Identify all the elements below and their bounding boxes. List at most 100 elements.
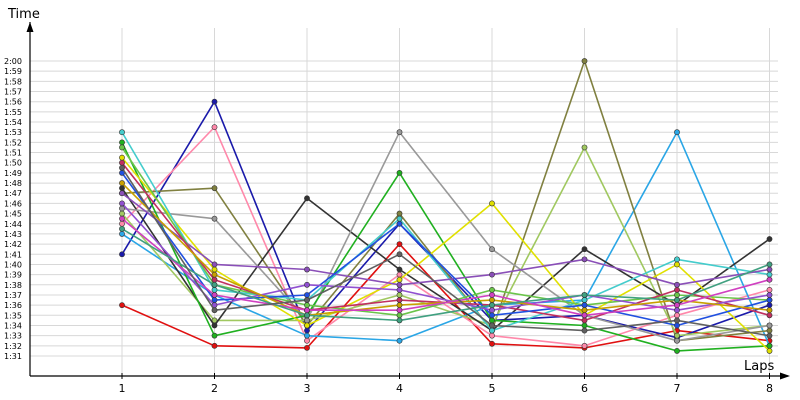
y-tick-label: 1:39 — [4, 271, 22, 280]
data-point — [581, 246, 588, 253]
data-point — [119, 129, 125, 136]
data-point — [674, 312, 680, 319]
data-point — [766, 261, 773, 268]
x-tick-label: 3 — [304, 382, 311, 395]
series-line — [121, 202, 770, 312]
data-point — [674, 307, 680, 314]
data-point — [766, 322, 773, 329]
data-point — [674, 348, 680, 354]
data-point — [489, 200, 495, 207]
y-tick-label: 1:34 — [4, 321, 22, 330]
data-point — [581, 302, 588, 309]
data-point — [211, 98, 218, 105]
y-tick-label: 1:47 — [4, 189, 22, 198]
series-line — [121, 131, 770, 332]
data-point — [396, 210, 403, 217]
data-point — [766, 236, 773, 242]
data-point — [396, 276, 403, 283]
data-point — [211, 322, 218, 329]
x-tick-label: 2 — [211, 382, 218, 395]
series-line — [121, 146, 770, 337]
series-line — [121, 126, 770, 347]
x-tick-label: 4 — [396, 382, 403, 395]
data-point — [211, 286, 218, 293]
data-point — [766, 348, 773, 354]
data-point — [211, 271, 218, 278]
data-point — [674, 332, 680, 339]
data-point — [489, 340, 495, 347]
series-line — [121, 131, 770, 342]
data-point — [674, 281, 680, 288]
y-tick-label: 1:48 — [4, 179, 22, 188]
data-point — [119, 251, 125, 258]
series-18 — [119, 215, 773, 319]
data-point — [581, 297, 588, 303]
series-layer — [119, 58, 773, 354]
y-tick-label: 1:56 — [4, 98, 22, 107]
data-point — [674, 292, 680, 298]
data-point — [581, 317, 588, 324]
axes — [26, 22, 790, 380]
series-line — [121, 142, 770, 352]
data-point — [489, 292, 495, 298]
x-tick-label: 5 — [489, 382, 496, 395]
data-point — [581, 322, 588, 329]
data-point — [581, 327, 588, 334]
data-point — [119, 231, 125, 237]
data-point — [396, 312, 403, 319]
data-point — [766, 266, 773, 273]
data-point — [396, 317, 403, 324]
data-point — [674, 261, 680, 268]
data-point — [766, 292, 773, 298]
y-tick-label: 2:00 — [4, 57, 22, 66]
y-tick-label: 1:37 — [4, 291, 22, 300]
series-8 — [119, 129, 773, 344]
data-point — [766, 286, 773, 293]
y-tick-label: 1:40 — [4, 260, 22, 269]
data-point — [304, 317, 310, 324]
series-line — [121, 228, 770, 322]
data-point — [766, 327, 773, 334]
data-point — [119, 225, 125, 232]
data-point — [304, 344, 310, 351]
data-point — [489, 317, 495, 324]
data-point — [119, 144, 125, 151]
data-point — [396, 251, 403, 258]
series-17 — [119, 180, 773, 319]
data-point — [211, 297, 218, 303]
series-11 — [119, 129, 773, 334]
data-point — [581, 144, 588, 151]
series-20 — [119, 164, 773, 339]
data-point — [489, 312, 495, 319]
data-point — [211, 261, 218, 268]
y-tick-label: 1:53 — [4, 128, 22, 137]
data-point — [396, 169, 403, 176]
series-3 — [119, 124, 773, 349]
y-tick-label: 1:50 — [4, 159, 22, 168]
data-point — [304, 266, 310, 273]
data-point — [396, 266, 403, 273]
y-tick-label: 1:33 — [4, 332, 22, 341]
data-point — [489, 297, 495, 303]
data-point — [211, 215, 218, 222]
y-tick-label: 1:31 — [4, 352, 22, 361]
data-point — [489, 327, 495, 334]
data-point — [119, 159, 125, 166]
y-tick-label: 1:49 — [4, 169, 22, 178]
data-point — [211, 342, 218, 349]
data-point — [489, 271, 495, 278]
data-point — [396, 281, 403, 288]
data-point — [304, 292, 310, 298]
series-13 — [119, 144, 773, 319]
data-point — [581, 256, 588, 263]
y-tick-label: 1:38 — [4, 281, 22, 290]
x-tick-label: 8 — [766, 382, 773, 395]
data-point — [396, 292, 403, 298]
series-line — [121, 60, 770, 342]
data-point — [396, 297, 403, 303]
data-point — [396, 307, 403, 314]
data-point — [119, 205, 125, 212]
data-point — [304, 307, 310, 314]
data-point — [211, 185, 218, 192]
